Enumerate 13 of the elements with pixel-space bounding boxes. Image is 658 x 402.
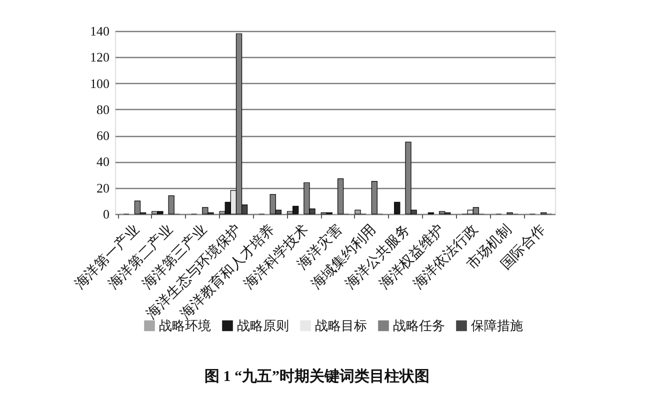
legend-label: 战略任务: [393, 318, 445, 333]
y-tick-label: 40: [96, 154, 110, 170]
y-tick-label: 20: [96, 180, 110, 196]
legend-label: 战略目标: [315, 318, 367, 333]
y-tick-label: 120: [90, 50, 110, 65]
legend-label: 战略原则: [237, 318, 289, 333]
text: 图 1 “九五”时期关键词类目柱状图: [204, 368, 430, 385]
y-tick-label: 60: [96, 128, 110, 144]
y-tick-label: 80: [96, 102, 110, 117]
y-tick-label: 0: [103, 206, 110, 222]
y-tick-label: 140: [90, 24, 110, 38]
legend-label: 保障措施: [471, 318, 523, 333]
y-tick-label: 100: [90, 76, 110, 91]
